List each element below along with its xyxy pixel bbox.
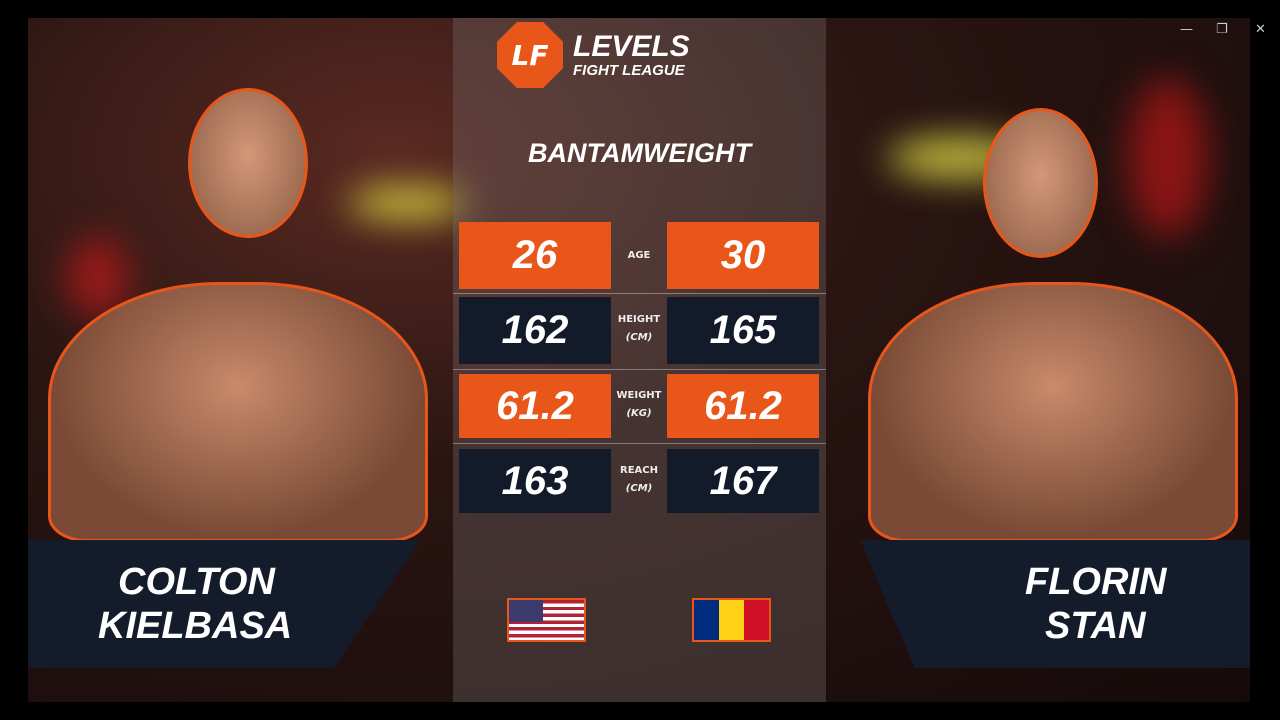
stat-unit: (KG) <box>626 408 652 419</box>
stat-label: WEIGHT <box>616 390 662 401</box>
left-fighter-head <box>188 88 308 238</box>
logo-title: LEVELS <box>573 29 690 63</box>
close-button[interactable]: ✕ <box>1255 22 1266 37</box>
stat-unit: (CM) <box>625 332 653 343</box>
stat-unit: (CM) <box>625 483 653 494</box>
left-last-name: KIELBASA <box>98 605 293 647</box>
stat-label: HEIGHT <box>617 314 661 325</box>
right-reach: 167 <box>667 449 819 513</box>
height-label: HEIGHT (CM) <box>611 311 667 347</box>
logo-mark: LF <box>497 22 563 88</box>
stat-label: AGE <box>627 250 651 261</box>
divider <box>453 369 826 370</box>
right-weight: 61.2 <box>667 374 819 438</box>
age-label: AGE <box>611 247 667 265</box>
weight-label: WEIGHT (KG) <box>611 387 667 423</box>
left-reach: 163 <box>459 449 611 513</box>
league-logo: LF LEVELS FIGHT LEAGUE <box>497 22 690 88</box>
minimize-button[interactable]: — <box>1180 22 1193 37</box>
left-fighter-photo <box>48 282 428 542</box>
usa-flag-icon <box>507 598 586 642</box>
stat-label: REACH <box>620 465 658 476</box>
division-title: BANTAMWEIGHT <box>528 138 751 168</box>
left-weight: 61.2 <box>459 374 611 438</box>
right-last-name: STAN <box>1045 605 1146 647</box>
divider <box>453 293 826 294</box>
left-first-name: COLTON <box>118 561 275 603</box>
left-age: 26 <box>459 222 611 289</box>
right-fighter-head <box>983 108 1098 258</box>
left-height: 162 <box>459 297 611 364</box>
right-age: 30 <box>667 222 819 289</box>
logo-subtitle: FIGHT LEAGUE <box>573 61 685 79</box>
divider <box>453 443 826 444</box>
restore-button[interactable]: ❐ <box>1216 22 1228 37</box>
reach-label: REACH (CM) <box>611 462 667 498</box>
right-height: 165 <box>667 297 819 364</box>
romania-flag-icon <box>692 598 771 642</box>
right-fighter-photo <box>868 282 1238 542</box>
right-first-name: FLORIN <box>1025 561 1167 603</box>
right-fighter-nameplate: FLORIN STAN <box>860 540 1250 668</box>
